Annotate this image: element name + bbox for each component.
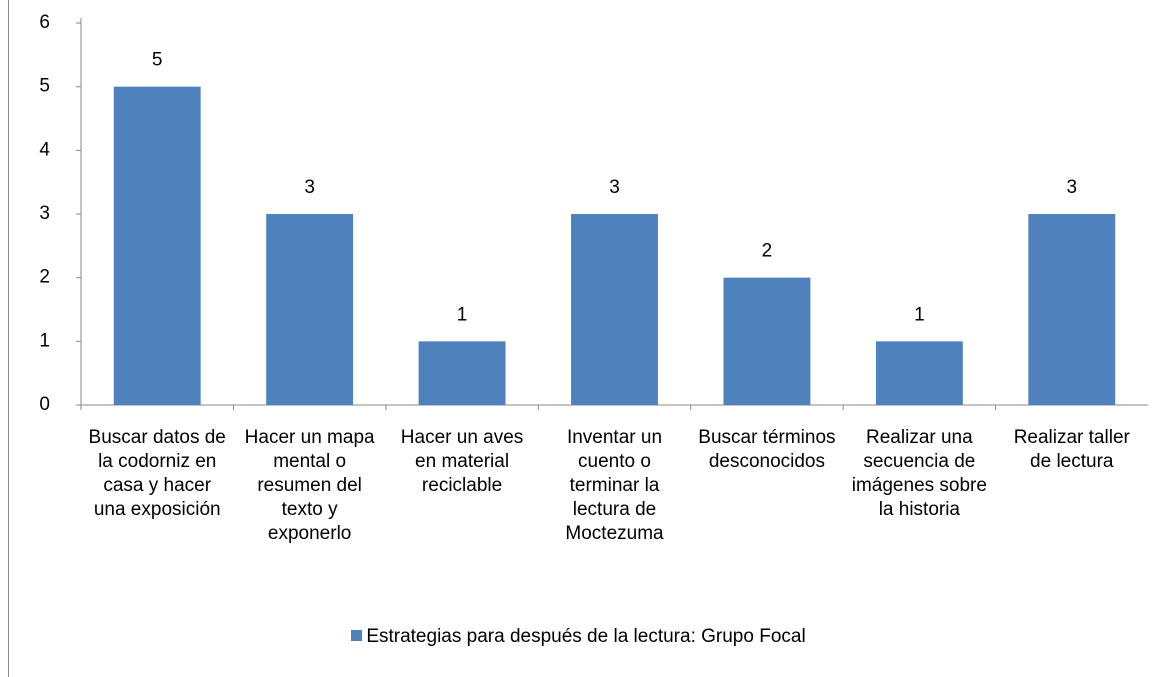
x-tick-label: Buscar datos de la codorniz en casa y ha…: [88, 427, 226, 520]
chart-border: [8, 0, 9, 677]
bar: [723, 277, 811, 405]
y-tick-label: 6: [39, 12, 50, 33]
data-label: 2: [762, 241, 773, 262]
data-label: 1: [914, 304, 925, 325]
bar: [113, 86, 201, 406]
legend: Estrategias para después de la lectura: …: [0, 626, 1157, 648]
y-tick-label: 1: [39, 330, 50, 351]
bar: [266, 214, 354, 405]
data-label: 3: [1066, 177, 1077, 198]
y-tick-label: 0: [39, 394, 50, 415]
data-label: 1: [457, 304, 468, 325]
x-tick-label: Realizar taller de lectura: [1013, 427, 1130, 472]
x-tick-label: Buscar términos desconocidos: [698, 427, 836, 472]
y-tick-label: 2: [39, 267, 50, 288]
legend-swatch: [351, 630, 363, 641]
x-tick-label: Hacer un aves en material reciclable: [400, 427, 524, 496]
data-label: 3: [609, 177, 620, 198]
legend-label: Estrategias para después de la lectura: …: [366, 626, 806, 647]
bar: [1028, 214, 1116, 405]
bar: [418, 341, 506, 405]
x-tick-label: Realizar una secuencia de imágenes sobre…: [851, 427, 987, 520]
data-label: 5: [152, 50, 163, 71]
x-tick-label: Hacer un mapa mental o resumen del texto…: [244, 427, 375, 544]
data-label: 3: [304, 177, 315, 198]
bar: [875, 341, 963, 405]
y-tick-label: 4: [39, 139, 50, 160]
bar: [571, 214, 658, 405]
y-tick-label: 3: [39, 203, 50, 224]
x-tick-label: Inventar un cuento o terminar la lectura…: [565, 427, 664, 544]
y-tick-label: 5: [39, 76, 50, 97]
